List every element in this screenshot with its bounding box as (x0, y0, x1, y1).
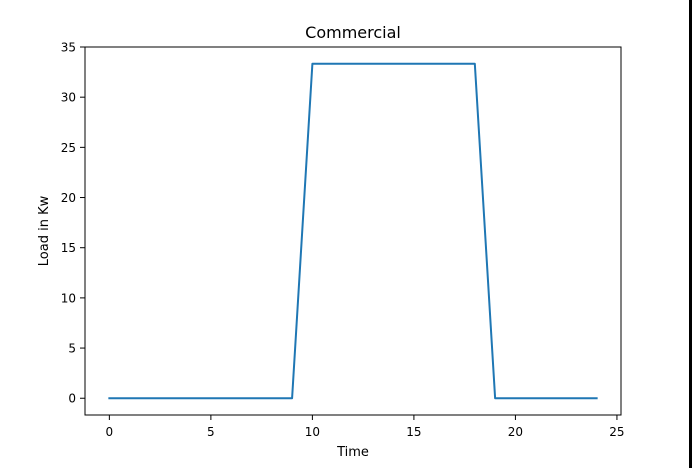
y-tick-label: 0 (68, 392, 76, 406)
x-axis-label: Time (336, 445, 369, 460)
x-tick-label: 5 (207, 425, 215, 439)
y-axis-ticks: 0 5 10 15 20 25 30 35 (61, 41, 85, 406)
y-tick-label: 10 (61, 291, 76, 305)
y-tick-label: 35 (61, 41, 76, 55)
x-tick-label: 0 (106, 425, 114, 439)
y-axis-label: Load in Kw (37, 195, 52, 266)
y-tick-label: 25 (61, 141, 76, 155)
x-tick-label: 15 (406, 425, 421, 439)
x-tick-label: 10 (305, 425, 320, 439)
chart-title: Commercial (305, 23, 401, 42)
y-tick-label: 5 (68, 342, 76, 356)
plot-area-frame (84, 46, 622, 416)
window-edge (689, 0, 692, 468)
x-tick-label: 20 (508, 425, 523, 439)
series-line (108, 62, 598, 400)
y-tick-label: 30 (61, 91, 76, 105)
y-tick-label: 20 (61, 191, 76, 205)
series-layer (108, 62, 598, 400)
x-tick-label: 25 (609, 425, 624, 439)
x-axis-ticks: 0 5 10 15 20 25 (106, 415, 625, 439)
y-tick-label: 15 (61, 241, 76, 255)
